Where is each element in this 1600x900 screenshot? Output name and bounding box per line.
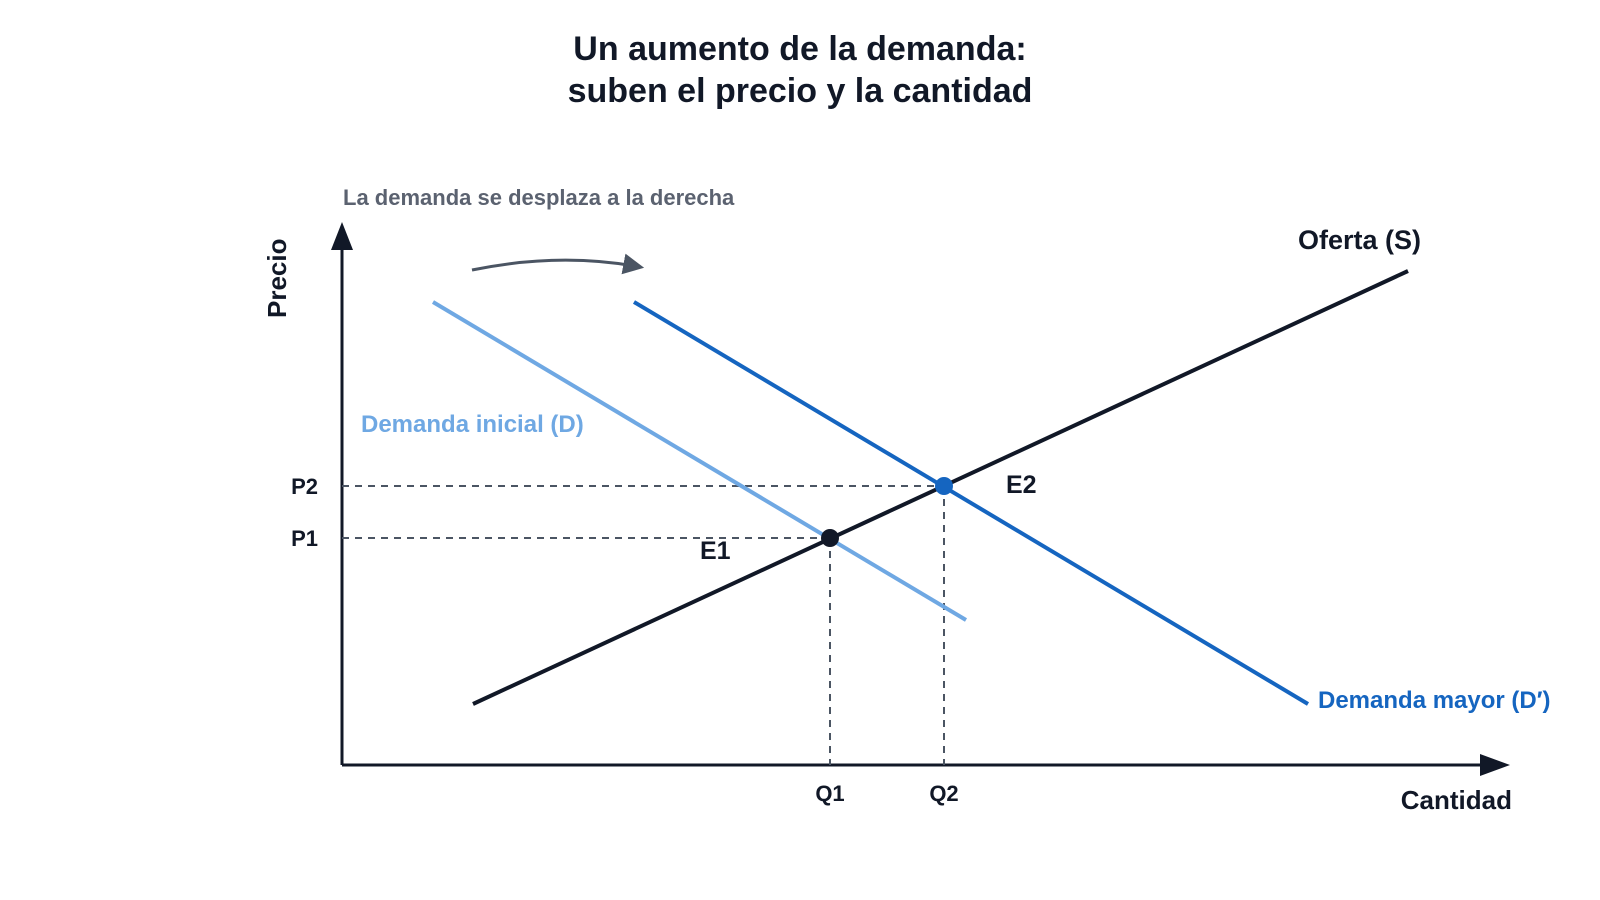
e1-point xyxy=(821,529,839,547)
demand-initial-label: Demanda inicial (D) xyxy=(361,411,584,438)
q2-tick-label: Q2 xyxy=(929,781,958,806)
demand-new-label: Demanda mayor (D′) xyxy=(1318,687,1550,714)
supply-label: Oferta (S) xyxy=(1298,225,1421,255)
y-axis-arrowhead xyxy=(331,222,353,250)
shift-note: La demanda se desplaza a la derecha xyxy=(343,185,735,210)
x-axis-arrowhead xyxy=(1480,754,1510,776)
e2-label: E2 xyxy=(1006,471,1037,499)
x-axis-label: Cantidad xyxy=(1401,785,1512,815)
p1-tick-label: P1 xyxy=(291,526,318,551)
title-line-1: Un aumento de la demanda: xyxy=(573,30,1027,68)
demand-new-curve xyxy=(632,300,1310,706)
q1-tick-label: Q1 xyxy=(815,781,844,806)
demand-initial-curve xyxy=(431,300,968,622)
diagram-title: Un aumento de la demanda: suben el preci… xyxy=(0,28,1600,112)
e2-point xyxy=(935,477,953,495)
y-axis-label: Precio xyxy=(262,239,292,319)
title-line-2: suben el precio y la cantidad xyxy=(567,72,1033,110)
e1-label: E1 xyxy=(700,537,731,565)
shift-arrow xyxy=(471,253,645,275)
p2-tick-label: P2 xyxy=(291,474,318,499)
